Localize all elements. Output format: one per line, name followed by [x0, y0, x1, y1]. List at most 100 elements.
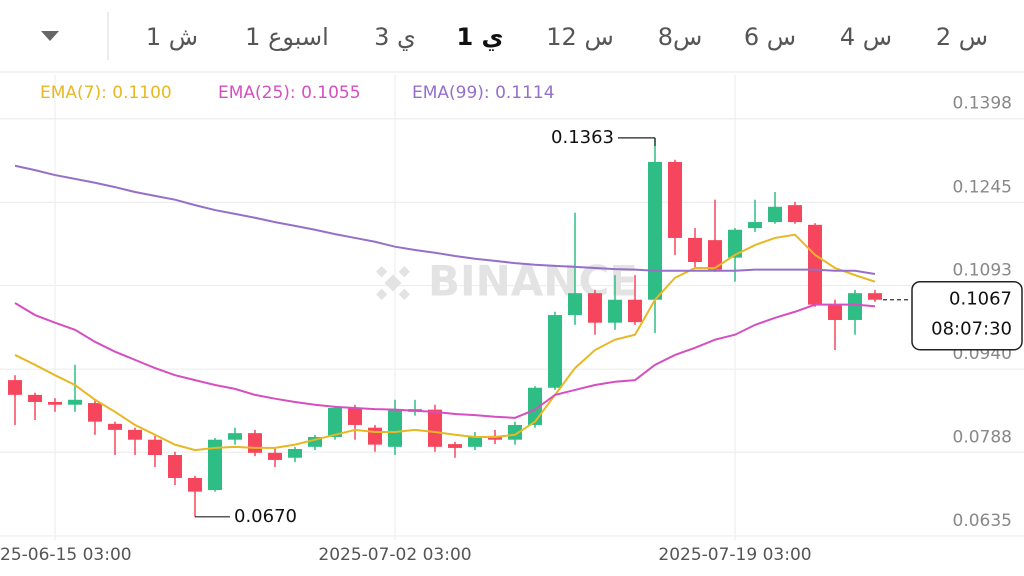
candle — [648, 137, 662, 334]
y-tick-label: 0.1245 — [953, 177, 1012, 197]
candle-body — [148, 439, 162, 456]
candle — [408, 399, 422, 416]
legend-entry: EMA(99): 0.1114 — [412, 83, 555, 103]
timeframe-tab[interactable]: 8س — [658, 23, 703, 51]
y-tick-label: 0.0635 — [953, 511, 1012, 531]
timeframe-tab[interactable]: 3 ي — [374, 23, 416, 51]
candle — [368, 424, 382, 452]
candle-body — [708, 240, 722, 270]
candle — [308, 434, 322, 451]
candle — [568, 212, 582, 325]
y-tick-label: 0.1398 — [953, 94, 1012, 114]
candle-body — [808, 224, 822, 305]
timeframe-tab[interactable]: 2 س — [936, 23, 988, 51]
x-tick-label: 2025-07-19 03:00 — [658, 545, 811, 565]
candle — [668, 159, 682, 255]
candle — [388, 399, 402, 456]
candle-body — [588, 293, 602, 323]
timeframe-tab[interactable]: 1 اسبوع — [245, 23, 329, 51]
candle — [608, 275, 622, 330]
last-price: 0.1067 — [949, 289, 1012, 310]
candle — [88, 399, 102, 435]
candle-body — [628, 299, 642, 323]
candle-body — [68, 399, 82, 405]
candle-body — [468, 436, 482, 447]
candle — [708, 199, 722, 272]
candle-body — [768, 206, 782, 223]
y-tick-label: 0.1093 — [953, 261, 1012, 281]
y-tick-label: 0.0788 — [953, 427, 1012, 447]
timeframe-tab[interactable]: 6 س — [744, 23, 796, 51]
candle — [828, 299, 842, 351]
candle-body — [88, 403, 102, 422]
candle — [48, 398, 62, 412]
candle — [148, 435, 162, 468]
candle-body — [868, 293, 882, 300]
dropdown-arrow[interactable] — [41, 31, 59, 41]
candle-body — [428, 409, 442, 447]
candle-body — [108, 423, 122, 430]
candle — [228, 427, 242, 445]
ema-line — [14, 233, 876, 452]
high-label: 0.1363 — [551, 127, 614, 148]
candle — [588, 289, 602, 335]
grid — [0, 75, 1024, 540]
candle-body — [128, 429, 142, 440]
timeframe-tab[interactable]: 1 ي — [456, 23, 503, 51]
candle — [128, 427, 142, 456]
candle-body — [388, 409, 402, 447]
plot — [8, 137, 882, 517]
candle-body — [168, 455, 182, 478]
candle — [748, 199, 762, 232]
tab-bar — [0, 0, 1024, 72]
x-tick-label: 2025-06-15 03:00 — [0, 545, 132, 565]
candle-body — [608, 299, 622, 323]
candle — [208, 438, 222, 492]
candle — [448, 441, 462, 458]
candle-body — [48, 401, 62, 405]
candle-body — [728, 229, 742, 258]
candle-body — [848, 293, 862, 320]
candle — [808, 223, 822, 307]
candle — [248, 429, 262, 457]
candle-body — [188, 477, 202, 492]
candle — [768, 192, 782, 224]
candle-body — [28, 394, 42, 402]
candle-body — [748, 222, 762, 229]
countdown: 08:07:30 — [931, 319, 1012, 340]
candle-body — [448, 444, 462, 448]
price-box — [911, 280, 1023, 351]
candle — [28, 392, 42, 421]
candle — [188, 475, 202, 517]
candle-body — [208, 439, 222, 491]
timeframe-tab[interactable]: 1 ش — [146, 23, 198, 51]
candle — [788, 201, 802, 224]
candle — [68, 364, 82, 412]
candle — [288, 446, 302, 463]
candle-body — [548, 315, 562, 388]
candle-body — [648, 161, 662, 300]
candle — [628, 275, 642, 325]
candle-body — [228, 433, 242, 440]
candle-body — [8, 380, 22, 395]
candle — [468, 432, 482, 451]
timeframe-tab[interactable]: 4 س — [840, 23, 892, 51]
candle-body — [348, 407, 362, 425]
ema-line — [14, 302, 876, 419]
ema-line — [14, 164, 876, 276]
candle — [268, 447, 282, 468]
candle-body — [668, 161, 682, 238]
candle-body — [328, 407, 342, 437]
candle — [508, 421, 522, 445]
candle — [348, 404, 362, 440]
candle-body — [268, 452, 282, 460]
candle — [108, 421, 122, 456]
candle-body — [288, 449, 302, 458]
candle-body — [788, 205, 802, 223]
candle-body — [688, 237, 702, 263]
candle — [548, 311, 562, 390]
timeframe-tab[interactable]: 12 س — [546, 23, 613, 51]
candle — [688, 228, 702, 269]
candle — [168, 451, 182, 486]
